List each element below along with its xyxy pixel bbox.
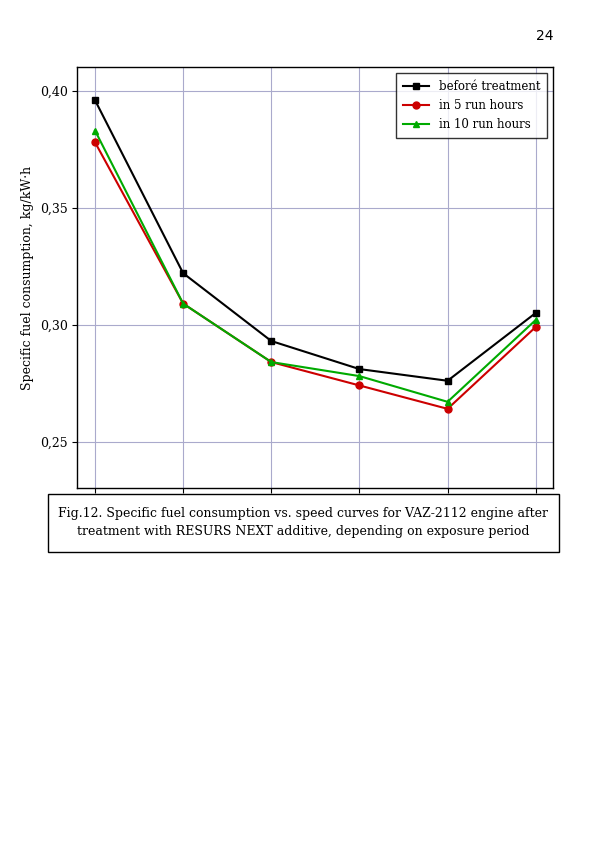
in 5 run hours: [532, 322, 539, 332]
beforé treatment: [92, 95, 99, 105]
Text: Fig.12. Specific fuel consumption vs. speed curves for VAZ-2112 engine after
tre: Fig.12. Specific fuel consumption vs. sp…: [58, 508, 549, 538]
Legend: beforé treatment, in 5 run hours, in 10 run hours: beforé treatment, in 5 run hours, in 10 …: [396, 73, 547, 138]
beforé treatment: [444, 376, 451, 386]
beforé treatment: [356, 364, 363, 374]
in 5 run hours: [356, 381, 363, 391]
in 5 run hours: [92, 137, 99, 147]
Text: 24: 24: [536, 29, 553, 44]
in 10 run hours: [180, 299, 187, 309]
in 10 run hours: [268, 357, 275, 367]
in 10 run hours: [532, 315, 539, 325]
Y-axis label: Specific fuel consumption, kg/kW·h: Specific fuel consumption, kg/kW·h: [21, 166, 34, 390]
Line: beforé treatment: beforé treatment: [92, 97, 539, 384]
beforé treatment: [180, 268, 187, 278]
in 5 run hours: [268, 357, 275, 367]
beforé treatment: [532, 308, 539, 318]
beforé treatment: [268, 336, 275, 346]
in 5 run hours: [180, 299, 187, 309]
Line: in 10 run hours: in 10 run hours: [92, 127, 539, 405]
in 10 run hours: [356, 371, 363, 381]
X-axis label: Engine speed, RPM: Engine speed, RPM: [253, 517, 378, 530]
in 10 run hours: [92, 125, 99, 136]
in 10 run hours: [444, 397, 451, 407]
Line: in 5 run hours: in 5 run hours: [92, 139, 539, 413]
in 5 run hours: [444, 404, 451, 414]
FancyBboxPatch shape: [48, 494, 559, 552]
